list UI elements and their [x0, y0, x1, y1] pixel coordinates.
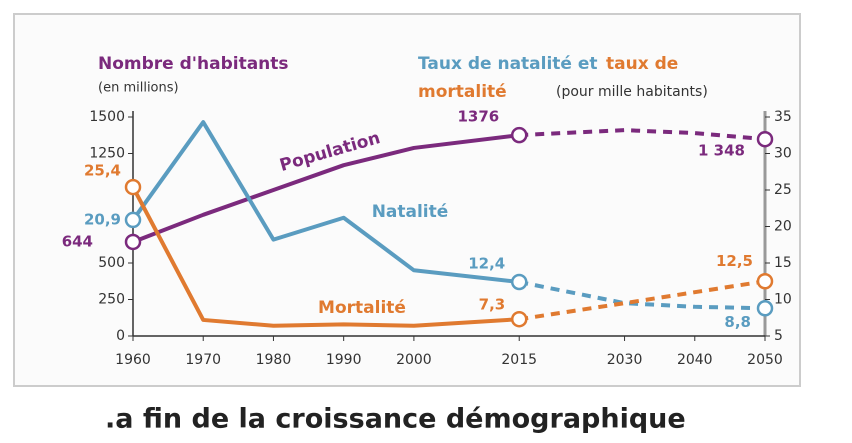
point-marker [124, 178, 142, 196]
x-tick-label: 1990 [326, 352, 362, 368]
value-label: 644 [62, 232, 93, 250]
y-axis-subtitle: (en millions) [98, 81, 179, 96]
point-marker [756, 300, 774, 317]
value-label: 8,8 [724, 313, 751, 331]
y2-tick-label: 15 [774, 255, 792, 271]
line-solid [132, 133, 520, 244]
x-tick-label: 1960 [115, 352, 151, 368]
y2-axis-title: taux de [606, 54, 678, 74]
y-tick-label: 0 [116, 328, 125, 344]
y2-tick-label: 30 [774, 146, 792, 162]
point-marker [124, 233, 142, 251]
y2-axis-subtitle: (pour mille habitants) [556, 84, 708, 100]
y-tick-label: 250 [98, 292, 125, 308]
line-solid [131, 186, 520, 328]
x-tick-label: 2030 [607, 352, 643, 368]
point-marker [510, 126, 528, 144]
y-axis-title: Nombre d'habitants [98, 54, 289, 74]
y2-tick-label: 10 [774, 292, 792, 308]
line-projection [518, 279, 766, 322]
x-tick-label: 2000 [396, 352, 432, 368]
point-marker [756, 130, 774, 148]
y2-tick-label: 5 [774, 328, 783, 344]
value-label: 7,3 [479, 296, 506, 314]
y2-tick-label: 20 [774, 219, 792, 235]
x-tick-label: 1980 [256, 352, 292, 368]
value-label: 1 348 [698, 142, 745, 160]
y2-tick-label: 35 [774, 109, 792, 125]
point-marker [510, 273, 528, 291]
value-label: 25,4 [84, 162, 121, 180]
point-marker [124, 211, 142, 229]
value-label: 20,9 [84, 210, 121, 228]
x-tick-label: 1970 [185, 352, 221, 368]
y-tick-label: 1500 [89, 109, 125, 125]
point-marker [510, 310, 528, 328]
y-tick-label: 500 [98, 255, 125, 271]
value-label: 1376 [457, 108, 499, 126]
line-projection [518, 280, 766, 311]
value-label: 12,4 [468, 254, 505, 272]
x-tick-label: 2040 [677, 352, 713, 368]
value-label: 12,5 [716, 252, 753, 270]
y-tick-label: 1250 [89, 146, 125, 162]
line-solid [131, 120, 520, 284]
series-label: Natalité [372, 202, 449, 222]
y2-axis-title: mortalité [418, 82, 507, 102]
y2-axis-title: Taux de natalité et [418, 54, 598, 74]
y2-tick-label: 25 [774, 182, 792, 198]
line-projection [519, 128, 766, 142]
caption: .a fin de la croissance démographique [105, 404, 686, 435]
x-tick-label: 2050 [747, 352, 783, 368]
x-tick-label: 2015 [501, 352, 537, 368]
point-marker [756, 273, 774, 290]
series-label: Mortalité [318, 298, 406, 318]
